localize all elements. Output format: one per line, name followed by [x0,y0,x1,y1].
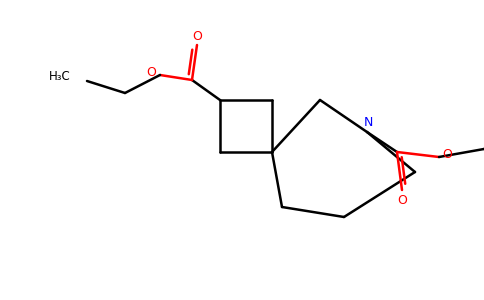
Text: O: O [146,67,156,80]
Text: O: O [397,194,407,206]
Text: N: N [363,116,373,128]
Text: O: O [192,29,202,43]
Text: H₃C: H₃C [49,70,71,83]
Text: O: O [442,148,452,160]
